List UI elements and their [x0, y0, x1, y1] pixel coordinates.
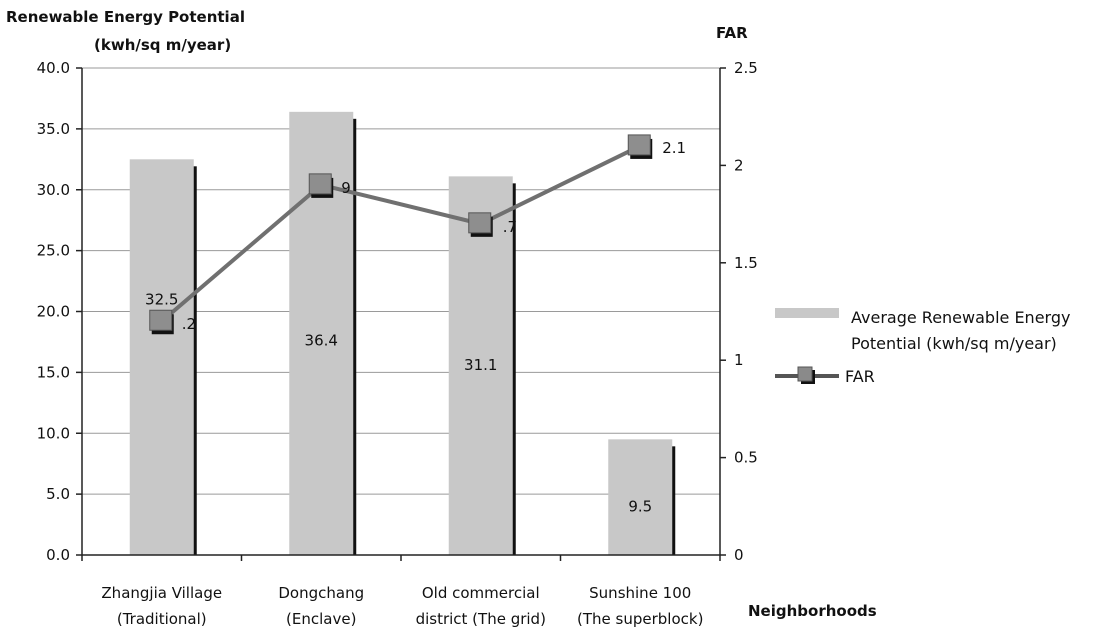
- legend: Average Renewable Energy Potential (kwh/…: [775, 308, 1070, 386]
- left-tick-label: 20.0: [37, 303, 70, 321]
- far-value-label: .2: [182, 315, 196, 333]
- category-label: district (The grid): [416, 610, 546, 628]
- left-tick-label: 0.0: [46, 546, 70, 564]
- bar-energy: [448, 176, 513, 556]
- category-label: (Enclave): [286, 610, 356, 628]
- legend-label-far: FAR: [845, 367, 875, 386]
- far-line-path: [160, 144, 642, 323]
- legend-marker-far: [797, 366, 813, 382]
- far-line: [149, 134, 653, 335]
- bar-shadow: [351, 118, 357, 555]
- left-axis-title-line1: Renewable Energy Potential: [6, 8, 245, 26]
- x-axis-title: Neighborhoods: [748, 602, 877, 620]
- bar-energy: [608, 439, 673, 555]
- far-marker: [308, 173, 332, 195]
- far-marker: [627, 134, 651, 156]
- left-tick-label: 25.0: [37, 242, 70, 260]
- axes: 0.0 5.0 10.0 15.0 20.0 25.0 30.0 35.0 40.0 0 0.5 1 1…: [37, 59, 758, 628]
- bars: [129, 111, 676, 556]
- bar-value-label: 32.5: [145, 290, 178, 308]
- far-value-label: .7: [503, 218, 517, 236]
- data-labels: 32.5 36.4 31.1 9.5 .2 9 .7 2.1: [145, 139, 686, 515]
- category-label: Old commercial: [422, 584, 540, 602]
- far-value-label: 2.1: [662, 139, 686, 157]
- right-tick-label: 0: [734, 546, 744, 564]
- category-label: Zhangjia Village: [101, 584, 222, 602]
- bar-value-label: 36.4: [305, 332, 338, 350]
- bar-value-label: 31.1: [464, 356, 497, 374]
- category-label: Sunshine 100: [589, 584, 691, 602]
- right-tick-label: 2.5: [734, 59, 758, 77]
- bar-energy: [129, 159, 194, 555]
- bar-shadow: [191, 166, 197, 555]
- right-tick-label: 0.5: [734, 449, 758, 467]
- far-marker: [149, 309, 173, 331]
- legend-label-energy-line1: Average Renewable Energy: [851, 308, 1070, 327]
- right-tick-label: 2: [734, 156, 744, 174]
- left-tick-label: 30.0: [37, 181, 70, 199]
- category-label: (The superblock): [577, 610, 703, 628]
- left-axis-title-line2: (kwh/sq m/year): [94, 36, 231, 54]
- left-tick-label: 10.0: [37, 424, 70, 442]
- left-tick-label: 5.0: [46, 485, 70, 503]
- left-tick-label: 40.0: [37, 59, 70, 77]
- legend-swatch-energy: [775, 308, 839, 318]
- left-tick-label: 15.0: [37, 363, 70, 381]
- category-label: Dongchang: [278, 584, 364, 602]
- category-label: (Traditional): [117, 610, 207, 628]
- bar-value-label: 9.5: [628, 497, 652, 515]
- right-axis-title: FAR: [716, 24, 748, 42]
- bar-shadow: [670, 446, 676, 555]
- far-marker: [468, 212, 492, 234]
- legend-label-energy-line2: Potential (kwh/sq m/year): [851, 334, 1057, 353]
- right-tick-label: 1: [734, 351, 744, 369]
- right-tick-label: 1.5: [734, 254, 758, 272]
- left-tick-label: 35.0: [37, 120, 70, 138]
- far-value-label: 9: [341, 179, 351, 197]
- bar-shadow: [510, 183, 516, 556]
